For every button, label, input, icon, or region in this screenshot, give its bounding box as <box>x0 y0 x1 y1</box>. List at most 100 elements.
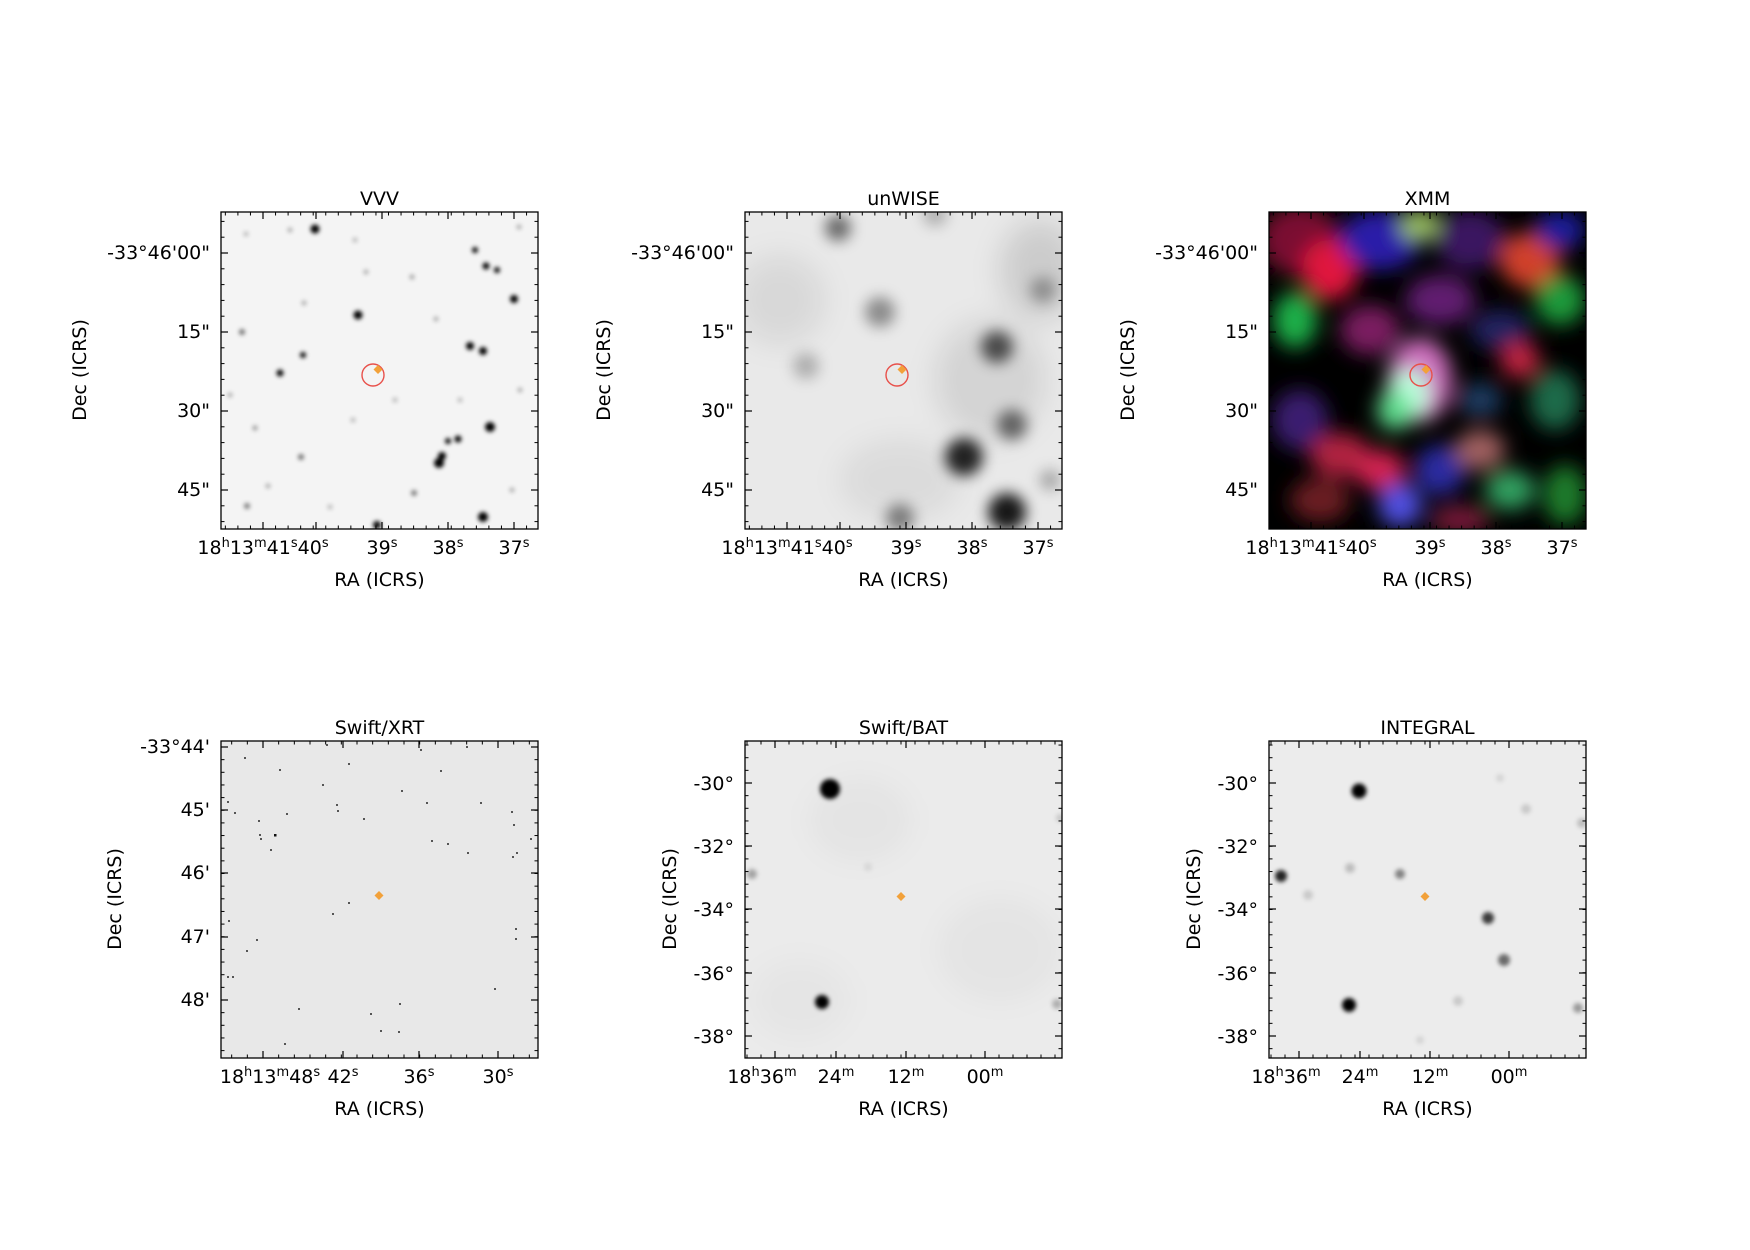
y-tick-label: -33°46'00" <box>1155 242 1258 264</box>
x-tick-label: 18h13m41s40s <box>197 536 328 560</box>
swift-xrt-xlabel: RA (ICRS) <box>334 1098 424 1120</box>
xmm-y-tick-labels: -33°46'00" 15" 30" 45" <box>1155 242 1258 501</box>
panel-unwise: unWISE RA (ICRS) Dec (ICRS) -33°46'00" 1… <box>593 188 1063 591</box>
y-tick-label: 47' <box>181 926 210 948</box>
x-tick-label: 18h13m48s <box>220 1065 320 1089</box>
x-tick-label: 38s <box>957 536 988 560</box>
y-tick-label: -34° <box>693 899 734 921</box>
unwise-xlabel: RA (ICRS) <box>858 569 948 591</box>
unwise-target-marker <box>897 365 907 374</box>
x-tick-label: 18h13m41s40s <box>1245 536 1376 560</box>
vvv-x-tick-labels: 18h13m41s40s 39s 38s 37s <box>197 536 529 560</box>
vvv-selection-circle <box>361 363 385 387</box>
unwise-selection-circle <box>885 363 909 387</box>
swift-bat-xlabel: RA (ICRS) <box>858 1098 948 1120</box>
x-tick-label: 00m <box>1491 1065 1528 1089</box>
y-tick-label: 30" <box>177 400 210 422</box>
x-tick-label: 39s <box>1415 536 1446 560</box>
swift-bat-image <box>747 779 1062 1009</box>
x-tick-label: 38s <box>433 536 464 560</box>
x-tick-label: 39s <box>367 536 398 560</box>
x-tick-label: 42s <box>328 1065 359 1089</box>
y-tick-label: -30° <box>1217 773 1258 795</box>
integral-y-tick-labels: -30° -32° -34° -36° -38° <box>1217 773 1258 1048</box>
y-tick-label: -38° <box>693 1026 734 1048</box>
y-tick-label: -38° <box>1217 1026 1258 1048</box>
x-tick-label: 37s <box>1023 536 1054 560</box>
panel-vvv: VVV RA (ICRS) Dec (ICRS) -33°46'00" 15" … <box>69 188 539 591</box>
x-tick-label: 36s <box>404 1065 435 1089</box>
xmm-target-marker <box>1421 365 1431 374</box>
y-tick-label: -36° <box>693 963 734 985</box>
integral-target-marker <box>1420 892 1430 901</box>
swift-bat-y-tick-labels: -30° -32° -34° -36° -38° <box>693 773 734 1048</box>
swift-xrt-x-tick-labels: 18h13m48s 42s 36s 30s <box>220 1065 514 1089</box>
unwise-x-tick-labels: 18h13m41s40s 39s 38s 37s <box>721 536 1053 560</box>
integral-axes-frame <box>1268 740 1587 1059</box>
y-tick-label: -34° <box>1217 899 1258 921</box>
vvv-ticks <box>221 212 538 529</box>
xmm-image <box>1269 212 1586 529</box>
swift-bat-image-background <box>745 741 1062 1058</box>
x-tick-label: 37s <box>499 536 530 560</box>
swift-xrt-target-marker <box>374 891 384 900</box>
swift-xrt-ticks <box>221 741 538 1058</box>
integral-title: INTEGRAL <box>1380 717 1475 739</box>
xmm-ticks <box>1269 212 1586 529</box>
swift-bat-ylabel: Dec (ICRS) <box>659 848 681 950</box>
swift-xrt-y-tick-labels: -33°44' 45' 46' 47' 48' <box>140 736 210 1011</box>
y-tick-label: 15" <box>177 321 210 343</box>
y-tick-label: -30° <box>693 773 734 795</box>
xmm-xlabel: RA (ICRS) <box>1382 569 1472 591</box>
x-tick-label: 24m <box>818 1065 855 1089</box>
swift-xrt-ylabel: Dec (ICRS) <box>104 848 126 950</box>
y-tick-label: 15" <box>1225 321 1258 343</box>
panel-integral: INTEGRAL RA (ICRS) Dec (ICRS) -30° -32° … <box>1183 717 1587 1120</box>
swift-bat-title: Swift/BAT <box>859 717 949 739</box>
panel-swift-bat: Swift/BAT RA (ICRS) Dec (ICRS) -30° -32°… <box>659 717 1063 1120</box>
y-tick-label: 46' <box>181 862 210 884</box>
panel-xmm: XMM RA (ICRS) Dec (ICRS) -33°46'00" 15" … <box>1117 188 1587 591</box>
vvv-axes-frame <box>220 211 539 530</box>
y-tick-label: -32° <box>693 836 734 858</box>
xmm-selection-circle <box>1409 363 1433 387</box>
y-tick-label: 45" <box>177 479 210 501</box>
x-tick-label: 38s <box>1481 536 1512 560</box>
swift-bat-target-marker <box>896 892 906 901</box>
integral-image-background <box>1269 741 1586 1058</box>
xmm-axes-frame <box>1268 211 1587 530</box>
unwise-y-tick-labels: -33°46'00" 15" 30" 45" <box>631 242 734 501</box>
swift-bat-x-tick-labels: 18h36m 24m 12m 00m <box>727 1065 1003 1089</box>
vvv-ylabel: Dec (ICRS) <box>69 319 91 421</box>
x-tick-label: 37s <box>1547 536 1578 560</box>
vvv-xlabel: RA (ICRS) <box>334 569 424 591</box>
unwise-title: unWISE <box>867 188 940 210</box>
x-tick-label: 18h36m <box>1251 1065 1320 1089</box>
integral-image <box>1275 774 1586 1044</box>
x-tick-label: 24m <box>1342 1065 1379 1089</box>
vvv-y-tick-labels: -33°46'00" 15" 30" 45" <box>107 242 210 501</box>
y-tick-label: -33°46'00" <box>107 242 210 264</box>
x-tick-label: 18h36m <box>727 1065 796 1089</box>
y-tick-label: -36° <box>1217 963 1258 985</box>
unwise-image <box>745 212 1062 529</box>
x-tick-label: 12m <box>888 1065 925 1089</box>
y-tick-label: -33°44' <box>140 736 210 758</box>
x-tick-label: 39s <box>891 536 922 560</box>
xmm-ylabel: Dec (ICRS) <box>1117 319 1139 421</box>
y-tick-label: 15" <box>701 321 734 343</box>
y-tick-label: 48' <box>181 989 210 1011</box>
swift-xrt-axes-frame <box>220 740 539 1059</box>
xmm-title: XMM <box>1405 188 1451 210</box>
x-tick-label: 00m <box>967 1065 1004 1089</box>
swift-xrt-title: Swift/XRT <box>335 717 425 739</box>
x-tick-label: 30s <box>483 1065 514 1089</box>
xmm-x-tick-labels: 18h13m41s40s 39s 38s 37s <box>1245 536 1577 560</box>
y-tick-label: -32° <box>1217 836 1258 858</box>
unwise-ticks <box>745 212 1062 529</box>
x-tick-label: 18h13m41s40s <box>721 536 852 560</box>
integral-ylabel: Dec (ICRS) <box>1183 848 1205 950</box>
panel-swift-xrt: Swift/XRT RA (ICRS) Dec (ICRS) -33°44' 4… <box>104 717 539 1120</box>
integral-ticks <box>1269 741 1586 1058</box>
